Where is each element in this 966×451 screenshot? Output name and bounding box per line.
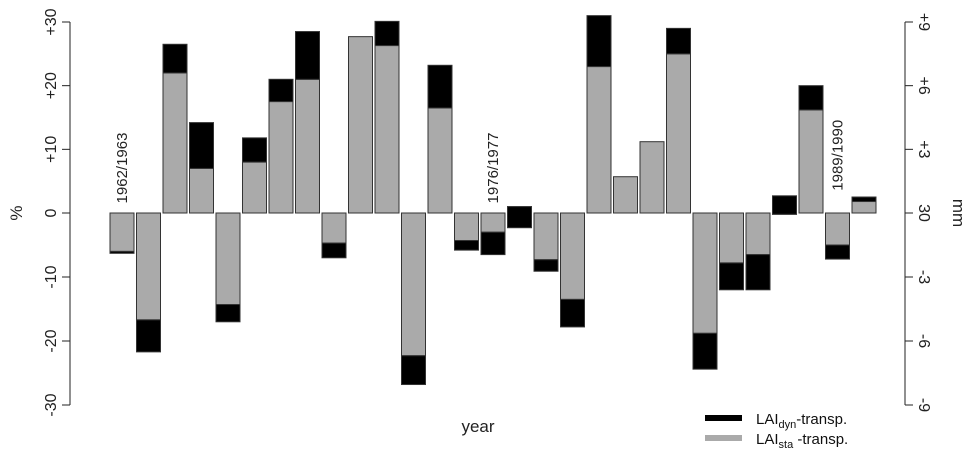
bar-dyn — [401, 355, 426, 386]
bar-dyn — [772, 195, 797, 215]
bar-dyn — [586, 15, 612, 68]
y-tick-label-left: -10 — [43, 265, 60, 288]
bar-sta — [401, 212, 426, 357]
y-tick-label-left: +10 — [43, 136, 60, 163]
bar-sta — [719, 212, 744, 264]
y-tick-label-right: +3 — [915, 140, 932, 158]
bar-sta — [825, 212, 850, 246]
bar-sta — [560, 212, 585, 300]
y-tick-label-left: +20 — [43, 72, 60, 99]
bar-sta — [745, 212, 771, 256]
y-axis-left-ticks: -30 -20 -10 0 +10 +20 +30 — [43, 8, 70, 417]
bar-dyn — [295, 31, 320, 80]
bar-sta — [268, 101, 294, 214]
bar-dyn — [268, 78, 294, 103]
bar-dyn — [136, 319, 161, 353]
bar-sta — [613, 176, 638, 214]
bar-sta — [427, 107, 453, 214]
bar-sta — [480, 212, 506, 233]
bar-sta — [189, 167, 214, 214]
y-tick-label-left: -20 — [43, 329, 60, 352]
bar-sta — [533, 212, 559, 261]
y-tick-label-right: 30 — [915, 204, 932, 222]
bar-dyn — [480, 231, 506, 256]
bar-sta — [692, 212, 718, 334]
bar-dyn — [666, 27, 691, 55]
bar-dyn — [162, 43, 188, 74]
x-axis-title: year — [461, 417, 494, 436]
legend-label-sta: LAIsta -transp. — [756, 431, 848, 451]
bar-dyn — [851, 196, 877, 203]
bar-dyn — [427, 64, 453, 109]
bar-sta — [374, 45, 400, 214]
y-axis-title-left: % — [7, 205, 26, 220]
bar-sta — [242, 161, 267, 214]
bar-sta — [639, 141, 665, 214]
bar-sta — [798, 109, 824, 214]
y-tick-label-right: -9 — [915, 398, 932, 412]
bar-dyn — [454, 240, 479, 251]
y-axis-right: -9 -6 -3 30 +3 +6 +9 — [904, 13, 932, 412]
bar-dyn — [798, 85, 824, 111]
bar-dyn — [507, 206, 532, 229]
bar-dyn — [825, 244, 850, 260]
bar-sta — [666, 53, 691, 214]
y-tick-label-right: -6 — [915, 334, 932, 348]
bars-layer — [109, 15, 877, 386]
bar-sta — [295, 78, 320, 214]
year-annotation: 1962/1963 — [114, 133, 131, 204]
bar-dyn — [215, 304, 241, 323]
y-tick-label-right: +6 — [915, 77, 932, 95]
legend: LAIdyn-transp. LAIsta -transp. — [705, 411, 848, 451]
bar-sta — [586, 66, 612, 214]
bar-dyn — [321, 242, 347, 259]
y-tick-label-left: +30 — [43, 8, 60, 35]
y-axis-right-ticks: -9 -6 -3 30 +3 +6 +9 — [905, 13, 932, 412]
bar-dyn — [374, 20, 400, 47]
annotations-layer: 1962/1963 1976/1977 1989/1990 — [114, 120, 847, 204]
year-annotation: 1989/1990 — [830, 120, 847, 191]
bar-sta — [454, 212, 479, 242]
bar-sta — [215, 212, 241, 306]
bar-dyn — [242, 137, 267, 163]
y-axis-title-right: mm — [949, 199, 966, 227]
y-tick-label-right: +9 — [915, 13, 932, 31]
bar-sta — [162, 72, 188, 214]
bar-dyn — [719, 262, 744, 291]
bar-sta — [321, 212, 347, 244]
y-tick-label-right: -3 — [915, 270, 932, 284]
bar-dyn — [560, 298, 585, 328]
bar-dyn — [109, 250, 135, 254]
y-tick-label-left: -30 — [43, 393, 60, 416]
bar-sta — [348, 36, 373, 214]
bar-sta — [136, 212, 161, 321]
bar-dyn — [692, 332, 718, 370]
y-tick-label-left: 0 — [43, 208, 60, 217]
bar-dyn — [745, 254, 771, 291]
y-axis-left: -30 -20 -10 0 +10 +20 +30 — [43, 8, 71, 417]
bar-sta — [109, 212, 135, 252]
year-annotation: 1976/1977 — [485, 133, 502, 204]
bar-dyn — [189, 122, 214, 169]
bar-dyn — [533, 259, 559, 272]
legend-label-dyn: LAIdyn-transp. — [756, 411, 847, 431]
